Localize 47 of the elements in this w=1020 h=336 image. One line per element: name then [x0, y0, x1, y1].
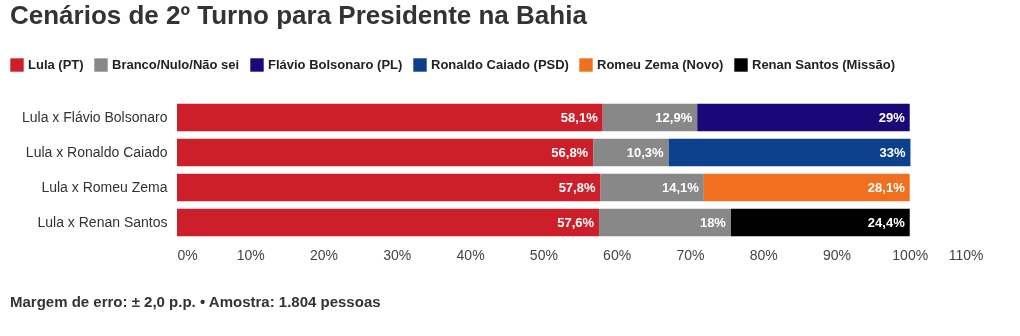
data-label: 18% — [699, 214, 727, 230]
bar — [697, 103, 910, 132]
bar — [177, 173, 601, 202]
legend-label: Branco/Nulo/Não sei — [112, 57, 240, 72]
x-tick-label: 10% — [236, 246, 265, 263]
data-label: 14,1% — [661, 179, 700, 195]
data-label: 33% — [879, 144, 906, 160]
data-label: 29% — [878, 109, 906, 125]
x-tick-label: 20% — [310, 246, 339, 263]
x-tick-label: 110% — [948, 246, 984, 263]
bar — [703, 173, 910, 202]
x-tick-label: 60% — [603, 246, 632, 263]
legend-label: Flávio Bolsonaro (PL) — [268, 57, 403, 72]
x-tick-label: 30% — [383, 246, 412, 263]
chart-title: Cenários de 2º Turno para Presidente na Bahia — [10, 0, 588, 30]
y-tick-label: Lula x Ronaldo Caiado — [25, 143, 168, 160]
x-tick-label: 40% — [456, 246, 485, 263]
bar — [177, 208, 600, 237]
bar — [730, 208, 910, 237]
x-tick-label: 100% — [892, 246, 929, 263]
x-tick-label: 0% — [177, 246, 198, 263]
y-tick-label: Lula x Flávio Bolsonaro — [21, 108, 168, 125]
data-label: 58,1% — [560, 109, 599, 125]
text: Margem de erro: ± 2,0 p.p. • Amostra: 1.804 pessoas — [10, 293, 381, 310]
x-tick-label: 70% — [676, 246, 705, 263]
data-label: 24,4% — [867, 214, 906, 230]
bar — [599, 208, 731, 237]
legend-label: Lula (PT) — [28, 57, 84, 72]
bar — [177, 103, 603, 132]
y-tick-label: Lula x Romeu Zema — [41, 178, 168, 195]
x-tick-label: 90% — [822, 246, 851, 263]
x-tick-label: 50% — [529, 246, 558, 263]
legend-label: Renan Santos (Missão) — [752, 57, 896, 72]
data-label: 57,6% — [557, 214, 595, 230]
y-tick-label: Lula x Renan Santos — [37, 213, 168, 230]
data-label: 28,1% — [867, 179, 906, 195]
data-label: 10,3% — [626, 144, 665, 160]
bar — [177, 138, 594, 167]
data-label: 57,8% — [558, 179, 596, 195]
legend-label: Ronaldo Caiado (PSD) — [431, 57, 569, 72]
x-tick-label: 80% — [749, 246, 778, 263]
data-label: 56,8% — [551, 144, 589, 160]
data-label: 12,9% — [655, 109, 693, 125]
bar — [600, 173, 704, 202]
bar — [602, 103, 698, 132]
bar — [668, 138, 911, 167]
legend-label: Romeu Zema (Novo) — [597, 57, 724, 72]
